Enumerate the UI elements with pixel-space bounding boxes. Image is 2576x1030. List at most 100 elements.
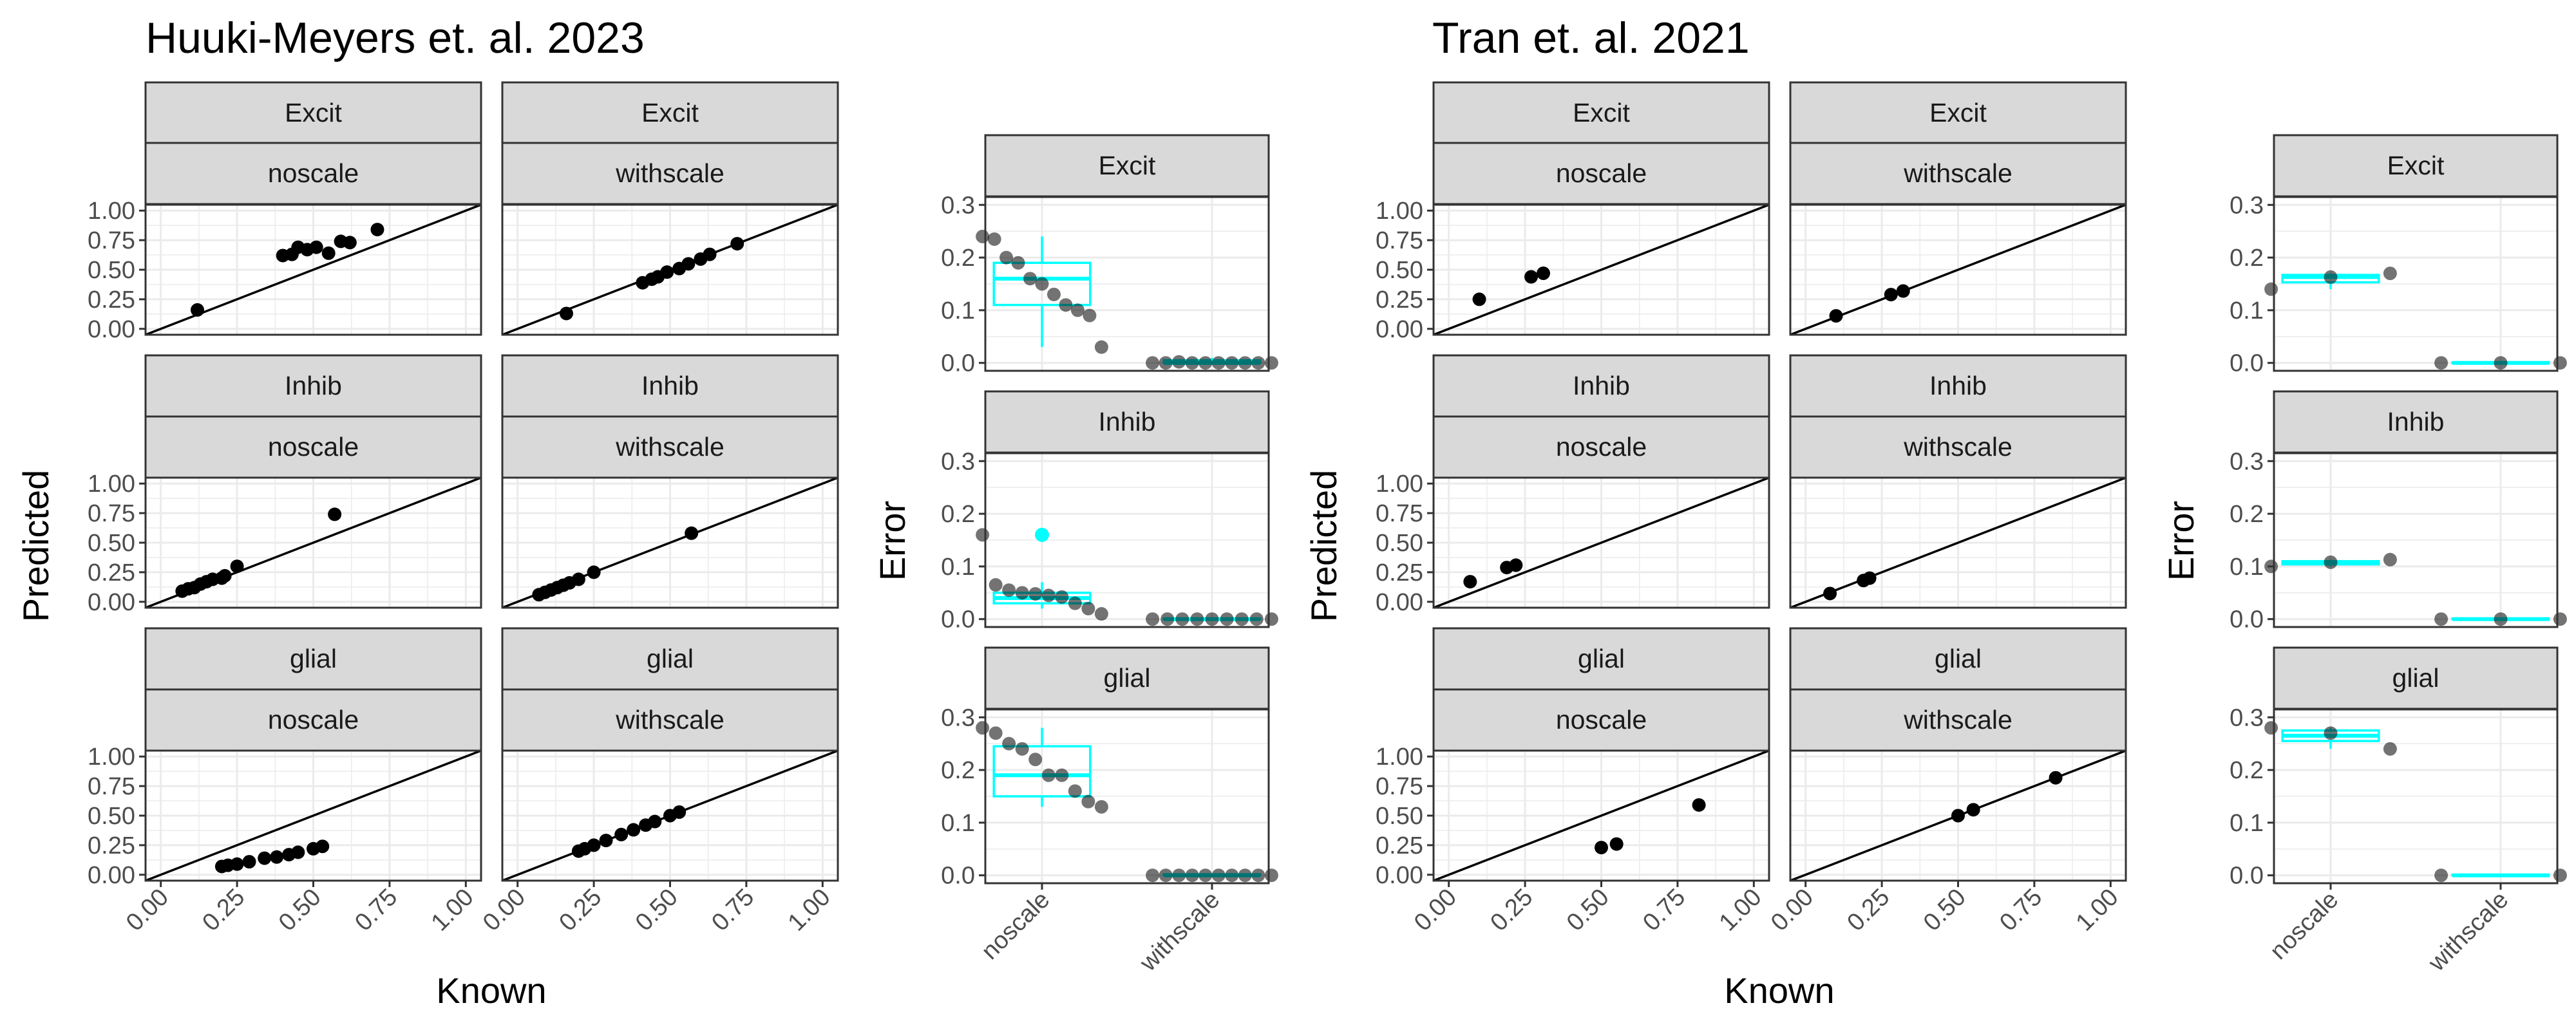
right-scatter-inhib-noscale-ytick-label: 0.00: [1376, 589, 1423, 616]
left-error-glial-point: [976, 721, 990, 735]
left-error-inhib-panel-border: [984, 452, 1270, 628]
right-scatter-excit-noscale-col-strip-label: noscale: [1556, 158, 1647, 188]
left-error-inhib-outlier: [1035, 527, 1049, 542]
right-scatter-inhib-withscale-col-strip-label: withscale: [1903, 432, 2012, 462]
left-scatter-glial-noscale-xtick-label: 0.00: [121, 884, 174, 937]
left-scatter-glial-withscale-xtick-label: 0.75: [706, 884, 759, 937]
right-scatter-excit-withscale-identity-line: [1790, 205, 2126, 335]
right-error-glial-point: [2324, 726, 2338, 740]
right-scatter-glial-noscale-xtick-label: 0.75: [1638, 884, 1690, 937]
right-error-glial-panel-border: [2273, 708, 2559, 885]
left-error-excit-point: [1070, 303, 1084, 317]
right-scatter-excit-noscale-point: [1524, 270, 1539, 284]
left-scatter-glial-noscale-xtick-label: 1.00: [426, 884, 479, 937]
right-scatter-glial-noscale-ytick-label: 0.00: [1376, 862, 1423, 889]
left-scatter-glial-noscale-xtick-label: 0.25: [197, 884, 250, 937]
right-scatter-inhib-withscale-identity-line: [1790, 478, 2126, 608]
left-error-inhib-point: [1094, 607, 1108, 621]
right-error-excit-ytick-label: 0.3: [2230, 192, 2264, 219]
left-error-glial-point: [1094, 800, 1108, 814]
left-error-glial-point: [1198, 868, 1213, 883]
right-error-excit-panel-border: [2273, 196, 2559, 372]
right-error-inhib-ytick-label: 0.0: [2230, 606, 2264, 633]
left-error-inhib-point: [1190, 612, 1204, 626]
left-error-inhib-point: [1205, 612, 1219, 626]
left-scatter-inhib-noscale-point: [230, 559, 244, 574]
left-error-excit-ytick-label: 0.3: [941, 192, 975, 219]
right-scatter-glial-noscale-point: [1595, 841, 1608, 855]
right-error-inhib-panel-border: [2273, 452, 2559, 628]
left-error-excit-point: [1211, 356, 1226, 370]
right-scatter-inhib-noscale-col-strip-label: noscale: [1556, 432, 1647, 462]
left-scatter-excit-withscale-point: [730, 237, 744, 251]
right-error-excit-point: [2324, 270, 2338, 284]
right-scatter-glial-noscale-xtick-label: 1.00: [1714, 884, 1767, 937]
left-scatter-excit-withscale-point: [660, 265, 674, 279]
left-scatter-glial-noscale-ytick-label: 1.00: [88, 744, 135, 771]
left-scatter-glial-noscale-identity-line: [146, 751, 481, 881]
right-scatter-excit-withscale-point: [1884, 288, 1898, 302]
right-error-inhib-point: [2383, 552, 2397, 566]
left-error-glial-xtick-label: withscale: [1134, 886, 1225, 977]
right-error-inhib-ytick-label: 0.3: [2230, 448, 2264, 475]
left-error-excit-panel-border: [984, 196, 1270, 372]
left-error-inhib-point: [1015, 586, 1029, 600]
left-scatter-inhib-withscale-point: [587, 565, 601, 579]
right-scatter-inhib-noscale-col-strip: [1432, 415, 1770, 479]
right-scatter-glial-withscale-point: [1951, 809, 1965, 823]
right-error-glial-ytick-label: 0.1: [2230, 810, 2264, 837]
right-error-glial-point: [2264, 721, 2278, 735]
right-error-excit-point: [2553, 356, 2567, 370]
right-scatter-glial-withscale-xtick-label: 0.50: [1918, 884, 1971, 937]
left-scatter-glial-noscale-point: [230, 857, 244, 871]
left-error-inhib-point: [1160, 612, 1175, 626]
right-scatter-excit-noscale-ytick-label: 0.25: [1376, 286, 1423, 314]
right-scatter-glial-noscale-ytick-label: 1.00: [1376, 744, 1423, 771]
right-scatter-inhib-noscale-point: [1509, 558, 1523, 572]
left-scatter-inhib-withscale-col-strip-label: withscale: [615, 432, 724, 462]
plot-panels: Excitnoscale0.000.250.500.751.00Excitwit…: [15, 81, 2567, 1011]
left-scatter-excit-noscale-ytick-label: 0.75: [88, 227, 135, 254]
left-error-glial-panel-border: [984, 708, 1270, 885]
left-error-inhib-point: [1146, 612, 1160, 626]
left-scatter-excit-noscale-ytick-label: 0.25: [88, 286, 135, 314]
left-error-inhib-point: [1264, 612, 1278, 626]
right-error-glial-xtick-label: noscale: [2265, 886, 2344, 965]
left-error-inhib-point: [989, 578, 1003, 592]
right-scatter-glial-withscale-point: [2049, 771, 2063, 785]
left-scatter-excit-withscale-col-strip: [501, 142, 839, 205]
left-error-excit-point: [1198, 356, 1213, 370]
right-scatter-glial-noscale-row-strip: [1432, 627, 1770, 691]
right-scatter-glial-noscale-point: [1609, 837, 1624, 851]
right-scatter-glial-withscale-xtick-label: 0.75: [1994, 884, 2047, 937]
left-error-glial-point: [1146, 868, 1160, 883]
right-scatter-excit-noscale-ytick-label: 0.00: [1376, 316, 1423, 343]
right-scatter-inhib-withscale-row-strip: [1789, 354, 2127, 418]
right-scatter-excit-withscale-point: [1829, 309, 1843, 323]
left-scatter-glial-noscale-ytick-label: 0.00: [88, 862, 135, 889]
left-scatter-inhib-withscale-col-strip: [501, 415, 839, 479]
left-scatter-excit-noscale-point: [191, 303, 205, 317]
right-error-excit-point: [2434, 356, 2448, 370]
right-error-excit-point: [2494, 356, 2508, 370]
right-error-glial-ytick-label: 0.0: [2230, 863, 2264, 890]
left-scatter-excit-withscale-col-strip-label: withscale: [615, 158, 724, 188]
right-scatter-glial-noscale-ytick-label: 0.75: [1376, 773, 1423, 800]
right-error-inhib-ytick-label: 0.1: [2230, 554, 2264, 581]
left-scatter-excit-noscale-col-strip-label: noscale: [268, 158, 359, 188]
left-error-excit-point: [987, 232, 1001, 246]
right-error-inhib-point: [2553, 612, 2567, 626]
left-scatter-glial-noscale-row-strip: [144, 627, 482, 691]
left-error-glial-ytick-label: 0.2: [941, 757, 975, 784]
left-scatter-inhib-withscale-point: [571, 572, 585, 586]
left-scatter-glial-withscale-point: [599, 834, 613, 848]
left-error-glial-strip-label: glial: [1104, 663, 1151, 693]
left-error-glial-point: [1028, 753, 1043, 767]
left-scatter-excit-noscale-point: [309, 240, 323, 254]
right-error-glial-ytick-label: 0.3: [2230, 704, 2264, 731]
left-scatter-excit-noscale-point: [370, 223, 384, 237]
left-error-excit-ytick-label: 0.0: [941, 350, 975, 377]
left-scatter-inhib-noscale-col-strip-label: noscale: [268, 432, 359, 462]
left-scatter-excit-noscale-row-strip-label: Excit: [285, 98, 342, 127]
right-scatter-inhib-noscale-ytick-label: 0.50: [1376, 530, 1423, 557]
